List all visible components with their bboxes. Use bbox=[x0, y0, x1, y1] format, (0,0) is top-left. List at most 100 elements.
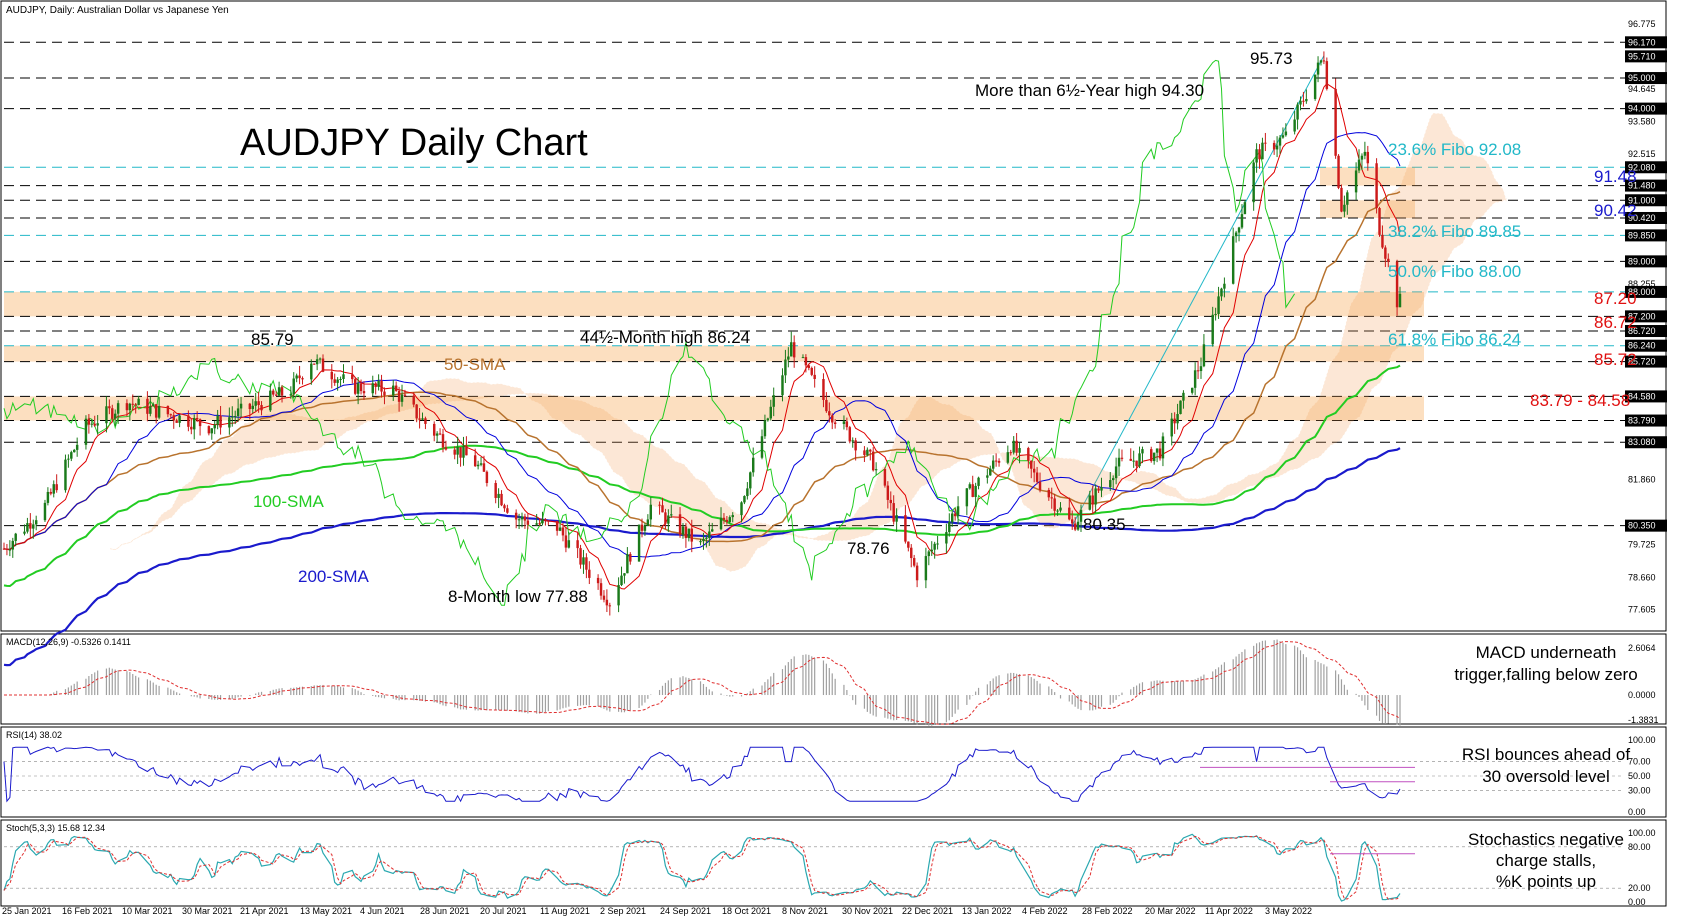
candle-body bbox=[1261, 142, 1264, 160]
price-tick-11: 90.420 bbox=[1628, 213, 1656, 223]
candle-body bbox=[1305, 98, 1308, 102]
candle-body bbox=[1120, 457, 1124, 459]
candle bbox=[804, 354, 808, 373]
candle-body bbox=[1398, 293, 1402, 308]
candle-body bbox=[465, 445, 468, 456]
candle bbox=[582, 549, 585, 574]
macd-tick-1: 0.0000 bbox=[1628, 690, 1656, 700]
candle-body bbox=[1231, 236, 1235, 284]
candle-body bbox=[596, 577, 600, 584]
candle bbox=[731, 512, 734, 523]
candle bbox=[1360, 153, 1364, 171]
candle-body bbox=[351, 374, 354, 380]
candle bbox=[295, 373, 298, 383]
time-tick-8: 20 Jul 2021 bbox=[480, 906, 527, 916]
candle bbox=[690, 519, 693, 553]
candle-body bbox=[339, 378, 342, 380]
candle bbox=[1006, 445, 1010, 465]
time-tick-9: 11 Aug 2021 bbox=[540, 906, 590, 916]
annotation-six-year-high: More than 6½-Year high 94.30 bbox=[975, 81, 1204, 100]
candle bbox=[248, 402, 252, 420]
candle-body bbox=[514, 512, 518, 520]
candle-body bbox=[1237, 227, 1241, 233]
candle-body bbox=[394, 385, 398, 391]
candle bbox=[336, 377, 339, 391]
stoch-k-line bbox=[3, 833, 1401, 902]
candle bbox=[482, 455, 486, 472]
candlesticks bbox=[2, 51, 1402, 616]
candle bbox=[412, 392, 415, 408]
candle bbox=[1018, 442, 1021, 464]
candle-body bbox=[1258, 149, 1261, 160]
candle-body bbox=[804, 357, 808, 366]
candle-body bbox=[807, 365, 811, 368]
candle bbox=[292, 372, 295, 399]
candle bbox=[649, 497, 653, 527]
candle-body bbox=[1135, 460, 1138, 467]
candle-body bbox=[415, 404, 418, 419]
candle-body bbox=[248, 403, 252, 410]
candle bbox=[418, 407, 421, 429]
candle-body bbox=[1381, 234, 1384, 248]
price-tick-27: 77.605 bbox=[1628, 605, 1656, 615]
candle bbox=[751, 447, 755, 477]
time-tick-19: 20 Mar 2022 bbox=[1145, 906, 1196, 916]
candle bbox=[116, 400, 120, 424]
candle bbox=[383, 387, 386, 405]
candle-body bbox=[213, 424, 216, 429]
rsi-tick-1: 70.00 bbox=[1628, 757, 1651, 767]
price-tick-20: 84.580 bbox=[1628, 391, 1656, 401]
candle-body bbox=[254, 401, 257, 406]
label-fibo-500: 50.0% Fibo 88.00 bbox=[1388, 262, 1521, 281]
candle-body bbox=[1068, 507, 1071, 520]
candle bbox=[210, 428, 214, 440]
candle-body bbox=[930, 549, 933, 552]
candle bbox=[251, 398, 254, 414]
candle bbox=[485, 470, 489, 487]
candle bbox=[719, 507, 723, 531]
label-fibo-382: 38.2% Fibo 89.85 bbox=[1388, 222, 1521, 241]
label-level-8672: 86.72 bbox=[1594, 313, 1637, 332]
candle bbox=[977, 476, 980, 490]
candle bbox=[403, 389, 407, 397]
candle bbox=[11, 537, 15, 558]
candle-body bbox=[1234, 232, 1238, 237]
candle bbox=[1316, 56, 1320, 83]
candle-body bbox=[55, 484, 58, 491]
price-tick-14: 88.255 bbox=[1628, 279, 1656, 289]
candle-body bbox=[951, 513, 954, 523]
candle bbox=[1354, 162, 1358, 200]
price-tick-8: 92.080 bbox=[1628, 162, 1656, 172]
candle-body bbox=[190, 426, 193, 430]
candle bbox=[149, 396, 152, 417]
candle-body bbox=[84, 418, 88, 445]
macd-note-line1: MACD underneath bbox=[1476, 643, 1617, 662]
candle-body bbox=[1088, 495, 1092, 510]
candle bbox=[596, 574, 600, 590]
candle-body bbox=[260, 405, 263, 411]
price-tick-6: 93.580 bbox=[1628, 116, 1656, 126]
candle bbox=[1378, 206, 1381, 237]
candle bbox=[915, 562, 919, 588]
candle bbox=[907, 541, 910, 552]
candle-body bbox=[564, 535, 568, 548]
candle bbox=[599, 578, 603, 600]
rsi-note-line2: 30 oversold level bbox=[1482, 767, 1610, 786]
candle-body bbox=[1117, 457, 1121, 467]
macd-note-line2: trigger,falling below zero bbox=[1454, 665, 1637, 684]
candle bbox=[810, 366, 813, 377]
rsi-indicator: 100.00 70.00 50.00 30.00 0.00 bbox=[3, 735, 1656, 817]
price-tag-bg-18 bbox=[1625, 339, 1667, 352]
candle bbox=[479, 456, 483, 467]
candle-body bbox=[728, 517, 732, 522]
candle-body bbox=[1100, 487, 1103, 491]
candle-body bbox=[912, 558, 916, 566]
candle-body bbox=[1293, 119, 1296, 132]
candle-body bbox=[1009, 452, 1012, 454]
zone-3 bbox=[1320, 200, 1415, 218]
candle bbox=[772, 387, 775, 417]
candle bbox=[1387, 253, 1390, 268]
candle-body bbox=[751, 457, 755, 473]
